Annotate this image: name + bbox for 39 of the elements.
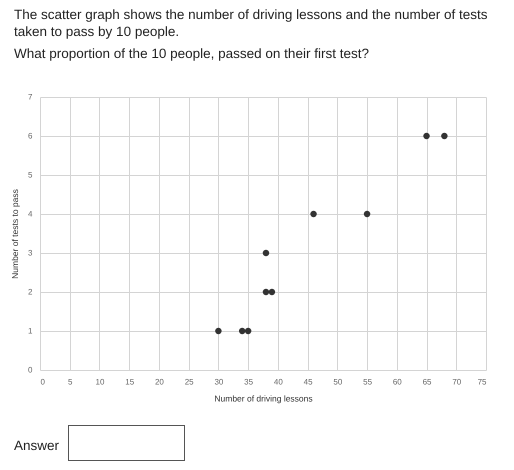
x-tick-label: 50 xyxy=(333,378,343,386)
chart-subtitle: What proportion of the 10 people, passed on their first test? xyxy=(14,46,370,61)
x-tick-label: 65 xyxy=(422,378,432,386)
point xyxy=(441,132,448,140)
x-tick-label: 5 xyxy=(68,378,74,386)
point xyxy=(364,210,370,218)
x-tick-label: 60 xyxy=(392,378,402,386)
y-tick-label: 6 xyxy=(28,132,34,140)
y-tick-label: 7 xyxy=(28,92,34,102)
point xyxy=(244,328,252,334)
x-tick-label: 75 xyxy=(478,378,488,386)
x-tick-label: 35 xyxy=(244,378,254,386)
point xyxy=(268,288,276,296)
point xyxy=(262,250,270,256)
y-tick-label: 5 xyxy=(28,170,34,180)
x-tick-label: 0 xyxy=(40,378,46,386)
chart-title: The scatter graph shows the number of driving lessons and the number of tests taken to pass by 10 people. xyxy=(14,6,489,40)
x-tick-label: 25 xyxy=(184,378,194,386)
x-tick-label: 45 xyxy=(304,378,314,386)
x-tick-label: 10 xyxy=(96,378,105,386)
y-axis-title: Number of tests to pass xyxy=(10,189,20,279)
x-axis-title: Number of driving lessons xyxy=(214,394,313,404)
y-tick-label: 0 xyxy=(28,366,34,374)
point xyxy=(262,288,270,296)
x-tick-label: 20 xyxy=(154,378,164,386)
y-tick-label: 1 xyxy=(28,326,34,336)
x-tick-label: 70 xyxy=(452,378,462,386)
point xyxy=(238,328,246,334)
y-tick-label: 4 xyxy=(28,210,34,218)
point xyxy=(310,210,317,218)
x-tick-label: 40 xyxy=(274,378,284,386)
x-tick-label: 30 xyxy=(214,378,224,386)
y-tick-label: 2 xyxy=(28,288,34,296)
y-tick-label: 3 xyxy=(28,248,34,258)
x-tick-label: 15 xyxy=(125,378,135,386)
point xyxy=(423,132,430,140)
x-tick-label: 55 xyxy=(363,378,373,386)
point xyxy=(215,328,222,334)
text: Answer xyxy=(14,438,60,453)
